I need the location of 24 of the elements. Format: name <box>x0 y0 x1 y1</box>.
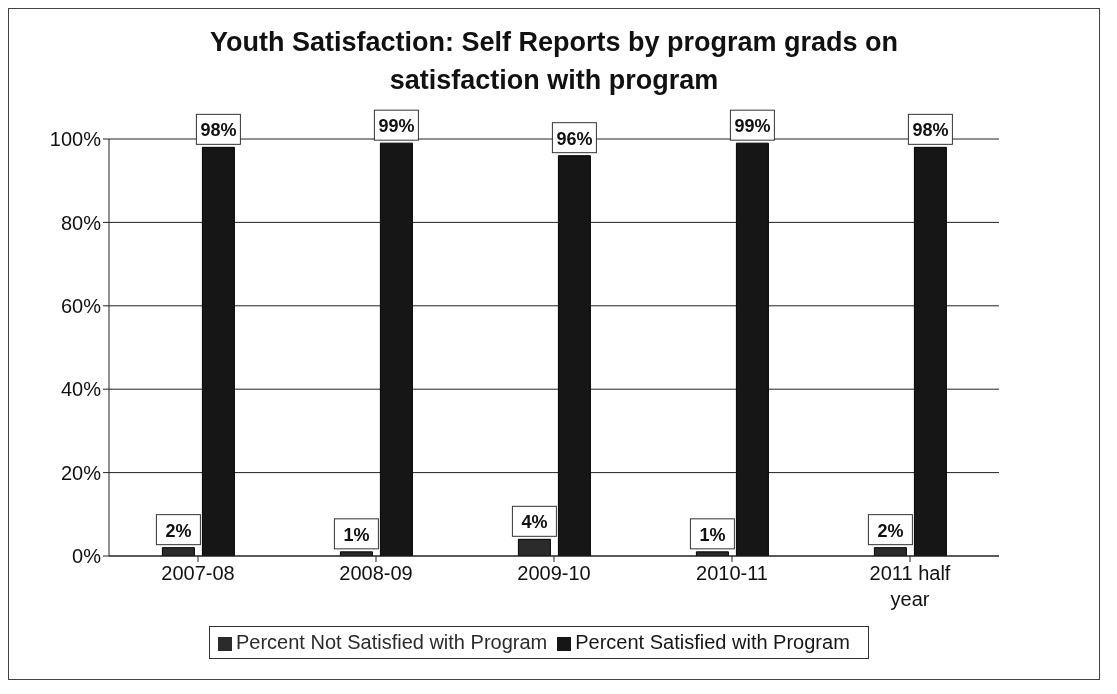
data-label: 2% <box>165 520 192 541</box>
data-label: 96% <box>556 128 593 149</box>
data-label: 1% <box>343 524 370 545</box>
legend-label: Percent Not Satisfied with Program <box>236 631 548 653</box>
data-label: 2% <box>877 520 904 541</box>
legend-label: Percent Satisfied with Program <box>575 631 850 653</box>
y-tick-label: 100% <box>49 128 102 151</box>
y-tick-label: 0% <box>72 545 102 568</box>
data-label: 99% <box>378 116 415 137</box>
data-label: 4% <box>521 512 548 533</box>
data-label: 1% <box>699 524 726 545</box>
x-tick-label: 2007-08 <box>161 562 235 584</box>
data-label: 99% <box>734 116 771 137</box>
data-label: 98% <box>200 120 237 141</box>
data-label: 98% <box>912 120 949 141</box>
x-tick-label: 2008-09 <box>339 562 413 584</box>
y-tick-label: 40% <box>60 378 102 401</box>
x-tick-label: 2009-10 <box>517 562 591 584</box>
x-tick-label: 2011 half year <box>869 562 951 610</box>
chart-title: Youth Satisfaction: Self Reports by program grads on satisfaction with program <box>208 26 900 97</box>
y-tick-label: 20% <box>60 461 102 484</box>
y-tick-label: 80% <box>60 211 102 234</box>
x-tick-label: 2010-11 <box>696 562 768 584</box>
y-tick-label: 60% <box>60 294 102 317</box>
